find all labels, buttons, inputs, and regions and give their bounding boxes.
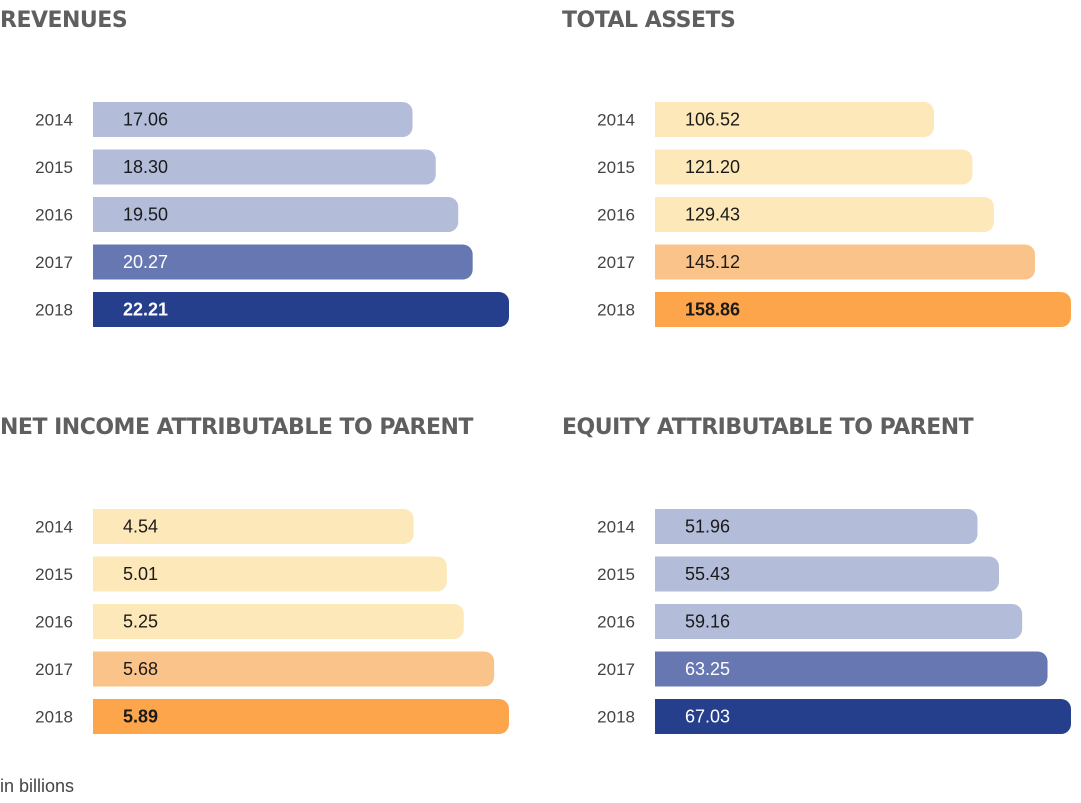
bar-value-label: 67.03 [685, 707, 730, 727]
bar-2018 [655, 699, 1071, 734]
bar-2015 [93, 149, 436, 185]
bar-value-label: 145.12 [685, 252, 740, 272]
year-tick-label: 2015 [35, 158, 73, 177]
bar-value-label: 51.96 [685, 517, 730, 537]
bar-2014 [655, 102, 934, 137]
bar-2015 [93, 556, 447, 592]
bar-2014 [93, 509, 414, 544]
year-tick-label: 2018 [597, 301, 635, 320]
bar-2018 [93, 292, 509, 327]
bar-value-label: 17.06 [123, 110, 168, 130]
year-tick-label: 2017 [35, 660, 73, 679]
bar-value-label: 59.16 [685, 612, 730, 632]
chart-title: REVENUES [0, 8, 128, 33]
chart-title: NET INCOME ATTRIBUTABLE TO PARENT [0, 415, 473, 440]
bar-2016 [93, 197, 459, 232]
year-tick-label: 2014 [35, 518, 73, 537]
bar-chart-total-assets: 2014 106.52 2015 121.20 2016 129.43 2017 145.12… [597, 102, 1071, 327]
bar-2016 [93, 604, 464, 639]
bar-2018 [93, 699, 509, 734]
bar-2015 [655, 149, 973, 185]
bar-chart-revenues: 2014 17.06 2015 18.30 2016 19.50 2017 20.27 2018… [35, 102, 509, 327]
year-tick-label: 2014 [597, 518, 635, 537]
year-tick-label: 2014 [597, 111, 635, 130]
bar-value-label: 5.01 [123, 564, 158, 584]
bar-value-label: 5.68 [123, 659, 158, 679]
bar-value-label: 106.52 [685, 110, 740, 130]
bar-value-label: 129.43 [685, 205, 740, 225]
bar-value-label: 121.20 [685, 157, 740, 177]
bar-2018 [655, 292, 1071, 327]
bar-value-label: 5.89 [123, 707, 158, 727]
bar-2014 [93, 102, 413, 137]
bar-2017 [655, 244, 1036, 280]
bar-2017 [93, 651, 495, 687]
bar-value-label: 4.54 [123, 517, 158, 537]
bar-value-label: 18.30 [123, 157, 168, 177]
year-tick-label: 2017 [597, 253, 635, 272]
bar-chart-net-income: 2014 4.54 2015 5.01 2016 5.25 2017 5.68 2018 5.89 [35, 509, 509, 734]
bar-2015 [655, 556, 1000, 592]
year-tick-label: 2017 [35, 253, 73, 272]
bar-value-label: 5.25 [123, 612, 158, 632]
bar-2017 [93, 244, 473, 280]
chart-title: TOTAL ASSETS [562, 8, 736, 33]
year-tick-label: 2016 [35, 206, 73, 225]
bar-value-label: 22.21 [123, 300, 168, 320]
year-tick-label: 2016 [597, 206, 635, 225]
chart-panel-net-income: NET INCOME ATTRIBUTABLE TO PARENT 2014 4.… [0, 407, 520, 767]
bar-2016 [655, 197, 994, 232]
bar-2016 [655, 604, 1023, 639]
year-tick-label: 2018 [35, 708, 73, 727]
bar-value-label: 19.50 [123, 205, 168, 225]
bar-2017 [655, 651, 1048, 687]
chart-title: EQUITY ATTRIBUTABLE TO PARENT [562, 415, 974, 440]
year-tick-label: 2018 [35, 301, 73, 320]
units-footnote: in billions [0, 776, 75, 796]
bar-2014 [655, 509, 978, 544]
year-tick-label: 2016 [35, 613, 73, 632]
bar-value-label: 63.25 [685, 659, 730, 679]
bar-chart-equity: 2014 51.96 2015 55.43 2016 59.16 2017 63.25 2018… [597, 509, 1071, 734]
chart-panel-equity: EQUITY ATTRIBUTABLE TO PARENT 2014 51.96 2… [562, 407, 1081, 767]
year-tick-label: 2015 [597, 565, 635, 584]
year-tick-label: 2015 [597, 158, 635, 177]
chart-panel-revenues: REVENUES 2014 17.06 2015 18.30 2016 19.50 2017… [0, 0, 520, 360]
bar-value-label: 158.86 [685, 300, 740, 320]
chart-panel-total-assets: TOTAL ASSETS 2014 106.52 2015 121.20 2016 129… [562, 0, 1081, 360]
year-tick-label: 2016 [597, 613, 635, 632]
year-tick-label: 2014 [35, 111, 73, 130]
bar-value-label: 20.27 [123, 252, 168, 272]
bar-value-label: 55.43 [685, 564, 730, 584]
year-tick-label: 2018 [597, 708, 635, 727]
year-tick-label: 2015 [35, 565, 73, 584]
year-tick-label: 2017 [597, 660, 635, 679]
